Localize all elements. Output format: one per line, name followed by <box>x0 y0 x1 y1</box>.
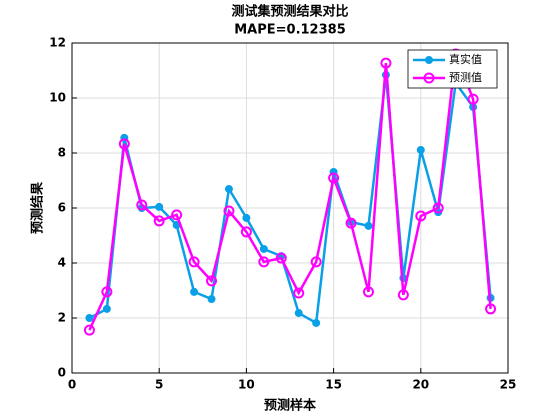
legend-label: 预测值 <box>449 71 482 84</box>
x-tick-label: 15 <box>325 378 342 392</box>
data-point <box>171 209 183 221</box>
data-point <box>380 57 392 69</box>
data-point <box>207 295 216 304</box>
y-tick-label: 4 <box>58 256 66 270</box>
data-point <box>85 314 94 322</box>
data-point <box>155 202 164 211</box>
data-point <box>415 210 427 222</box>
data-point <box>328 172 340 184</box>
chart-title: 测试集预测结果对比 <box>231 4 348 20</box>
data-point <box>118 138 130 150</box>
data-point <box>416 145 425 154</box>
y-tick-label: 12 <box>49 36 66 50</box>
data-point <box>275 252 287 264</box>
data-point <box>485 303 497 315</box>
legend-label: 真实值 <box>449 52 482 66</box>
data-point <box>83 324 95 336</box>
data-point <box>293 287 305 299</box>
y-tick-label: 0 <box>58 366 66 380</box>
data-point <box>206 275 218 287</box>
data-point <box>345 217 357 229</box>
x-tick-label: 10 <box>238 378 255 392</box>
y-tick-label: 10 <box>49 91 66 105</box>
data-point <box>242 213 251 222</box>
x-tick-label: 25 <box>500 378 517 392</box>
data-point <box>397 289 409 301</box>
legend-box <box>407 49 498 89</box>
x-tick-label: 0 <box>68 378 76 392</box>
data-point <box>136 199 148 211</box>
y-axis-label: 预测结果 <box>30 182 46 234</box>
data-point <box>190 287 199 296</box>
data-point <box>312 318 321 327</box>
y-tick-label: 6 <box>58 201 66 215</box>
legend-marker <box>423 72 435 84</box>
x-axis-label: 预测样本 <box>264 398 316 414</box>
y-tick-label: 2 <box>58 311 66 325</box>
data-point <box>310 256 322 268</box>
data-point <box>259 244 268 253</box>
data-point <box>101 286 113 298</box>
x-tick-label: 20 <box>412 378 429 392</box>
legend-marker <box>425 56 433 64</box>
data-point <box>467 93 479 105</box>
data-point <box>240 226 252 238</box>
chart-subtitle: MAPE=0.12385 <box>234 23 346 38</box>
data-point <box>224 185 233 194</box>
y-tick-label: 8 <box>58 146 66 160</box>
data-point <box>362 286 374 298</box>
data-point <box>432 202 444 214</box>
x-tick-label: 5 <box>155 378 163 392</box>
data-point <box>258 256 270 268</box>
data-point <box>102 304 111 313</box>
data-point <box>364 221 373 230</box>
data-point <box>223 205 235 217</box>
data-point <box>188 256 200 268</box>
data-point <box>153 215 165 227</box>
data-point <box>294 309 303 318</box>
plot-frame <box>71 42 509 374</box>
